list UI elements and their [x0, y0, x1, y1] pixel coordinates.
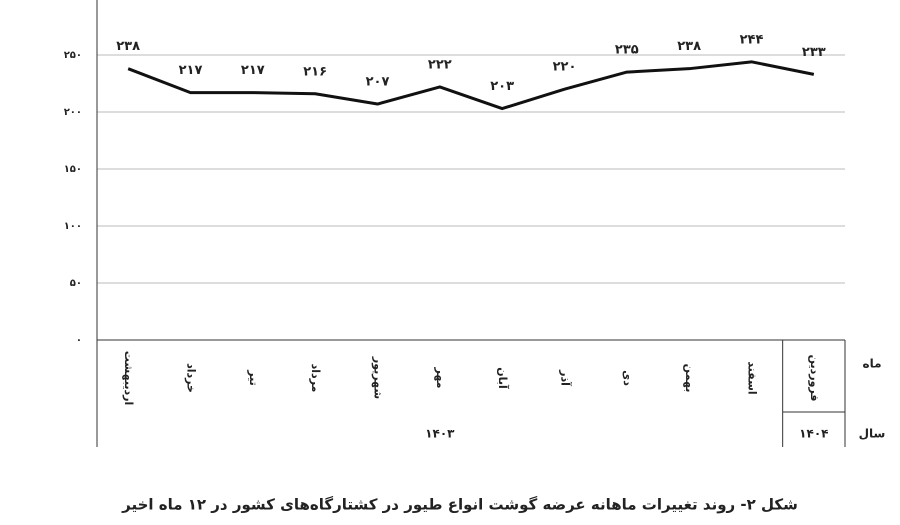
group-label: ۱۴۰۴: [799, 427, 828, 441]
x-tick-label: خرداد: [185, 363, 198, 393]
x-tick-label: شهریور: [372, 356, 385, 399]
x-tick-label: بهمن: [683, 364, 696, 393]
y-tick-label: ۱۰۰: [64, 221, 82, 232]
chart-caption: شکل ۲- روند تغییرات ماهانه عرضه گوشت انو…: [121, 496, 798, 514]
row-label: ماه: [862, 357, 881, 371]
y-tick-label: ۵۰: [70, 278, 82, 289]
data-label: ۲۴۴: [740, 32, 764, 47]
group-label: ۱۴۰۳: [425, 427, 455, 441]
data-label: ۲۲۲: [428, 57, 452, 72]
row-label: سال: [859, 427, 886, 441]
data-label: ۲۰۷: [366, 75, 390, 90]
data-line: [127, 60, 815, 111]
x-tick-label: آذر: [559, 369, 573, 386]
x-tick-label: فروردین: [808, 355, 821, 402]
data-label: ۲۲۰: [553, 60, 577, 75]
data-label: ۲۱۶: [303, 64, 327, 79]
data-label: ۲۰۳: [490, 79, 514, 94]
x-tick-label: مرداد: [309, 364, 322, 393]
y-tick-label: ۲۵۰: [64, 50, 82, 61]
x-tick-label: آبان: [496, 367, 510, 389]
data-label: ۲۱۷: [241, 63, 265, 78]
data-label: ۲۳۵: [615, 43, 639, 58]
x-tick-label: اردیبهشت: [122, 351, 135, 405]
x-tick-label: تیر: [247, 369, 260, 385]
y-tick-label: ۲۰۰: [64, 107, 82, 118]
data-label: ۲۳۳: [802, 45, 826, 60]
data-label: ۲۱۷: [179, 63, 203, 78]
x-tick-label: اسفند: [746, 361, 759, 394]
y-tick-label: ۱۵۰: [64, 164, 82, 175]
data-label: ۲۳۸: [116, 39, 140, 54]
x-tick-label: مهر: [434, 367, 447, 389]
y-tick-label: ۰: [76, 335, 82, 346]
data-label: ۲۳۸: [677, 39, 701, 54]
x-tick-label: دی: [621, 370, 634, 386]
